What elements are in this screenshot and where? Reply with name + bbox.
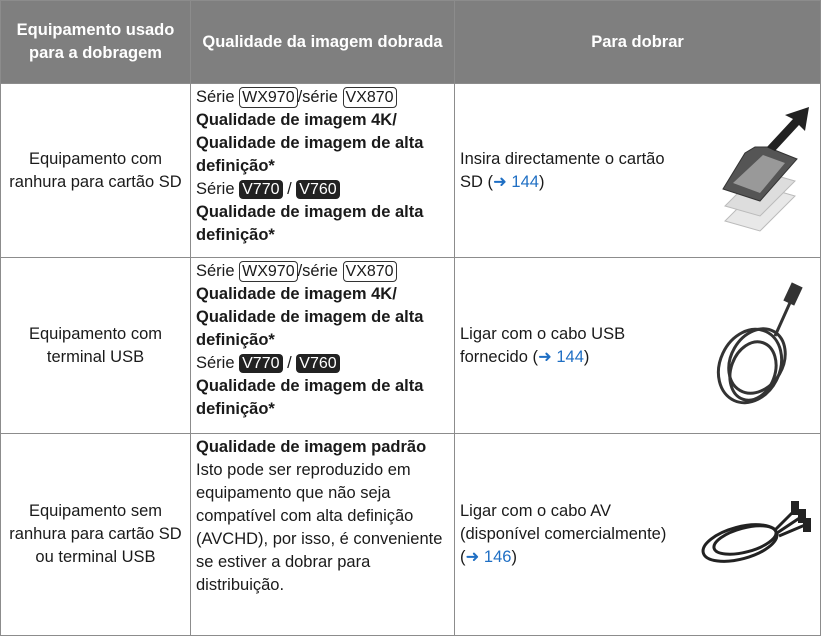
quality-text: Qualidade de imagem 4K/ Qualidade de ima… — [196, 285, 424, 349]
method-text: Ligar com o cabo USB fornecido (➜ 144) — [460, 323, 685, 369]
text: Série — [196, 180, 235, 198]
method: Insira directamente o cartão SD (➜ 144) — [454, 83, 821, 258]
model-badge: WX970 — [239, 261, 298, 282]
row: Equipamento sem ranhura para cartão SD o… — [0, 433, 821, 636]
header-cell: Qualidade da imagem dobrada — [190, 0, 455, 84]
header-cell: Para dobrar — [454, 0, 821, 84]
text: Série — [196, 262, 235, 280]
equipment: Equipamento com terminal USB — [0, 257, 191, 434]
quality-text: Qualidade de imagem 4K/ Qualidade de ima… — [196, 111, 424, 175]
text: /série — [297, 262, 343, 280]
header-row: Equipamento usado para a dobragem Qualid… — [0, 0, 821, 84]
quality: Série WX970/série VX870 Qualidade de ima… — [190, 257, 455, 434]
model-badge: V770 — [239, 180, 283, 199]
text: Ligar com o cabo USB fornecido ( — [460, 324, 626, 366]
method-box: Ligar com o cabo AV (disponível comercia… — [460, 485, 815, 585]
page-link[interactable]: ➜ 144 — [493, 172, 539, 191]
quality-text: Qualidade de imagem padrão — [196, 438, 427, 456]
quality: Série WX970/série VX870 Qualidade de ima… — [190, 83, 455, 258]
header-cell: Equipamento usado para a dobragem — [0, 0, 191, 84]
text: Série — [196, 354, 235, 372]
method-box: Ligar com o cabo USB fornecido (➜ 144) — [460, 276, 815, 416]
model-badge: V770 — [239, 354, 283, 373]
quality: Qualidade de imagem padrão Isto pode ser… — [190, 433, 455, 636]
text: ) — [538, 172, 545, 191]
row: Equipamento com terminal USB Série WX970… — [0, 257, 821, 434]
text: / — [282, 354, 297, 372]
text: ) — [511, 548, 517, 566]
model-badge: VX870 — [342, 261, 397, 282]
text: Isto pode ser reproduzido em equipamento… — [196, 461, 443, 594]
sd-card-icon — [722, 106, 809, 232]
method-text: Ligar com o cabo AV (disponível comercia… — [460, 500, 685, 569]
page-link[interactable]: ➜ 146 — [465, 548, 512, 566]
method: Ligar com o cabo USB fornecido (➜ 144) — [454, 257, 821, 434]
quality-text: Qualidade de imagem de alta definição* — [196, 203, 424, 244]
text: /série — [297, 88, 343, 106]
method-box: Insira directamente o cartão SD (➜ 144) — [460, 101, 815, 241]
av-cable-icon — [701, 500, 811, 563]
model-badge: V760 — [296, 180, 340, 199]
text: / — [282, 180, 297, 198]
equipment: Equipamento com ranhura para cartão SD — [0, 83, 191, 258]
usb-cable-icon — [716, 281, 803, 404]
text: Série — [196, 88, 235, 106]
model-badge: V760 — [296, 354, 340, 373]
page-link[interactable]: ➜ 144 — [537, 347, 584, 366]
row: Equipamento com ranhura para cartão SD S… — [0, 83, 821, 258]
method: Ligar com o cabo AV (disponível comercia… — [454, 433, 821, 636]
text: ) — [583, 347, 590, 366]
text: Ligar com o cabo AV (disponível comercia… — [460, 502, 667, 566]
model-badge: VX870 — [342, 87, 397, 108]
text: Insira directamente o cartão SD ( — [460, 149, 665, 191]
method-text: Insira directamente o cartão SD (➜ 144) — [460, 148, 685, 194]
quality-text: Qualidade de imagem de alta definição* — [196, 377, 424, 418]
equipment: Equipamento sem ranhura para cartão SD o… — [0, 433, 191, 636]
model-badge: WX970 — [239, 87, 298, 108]
